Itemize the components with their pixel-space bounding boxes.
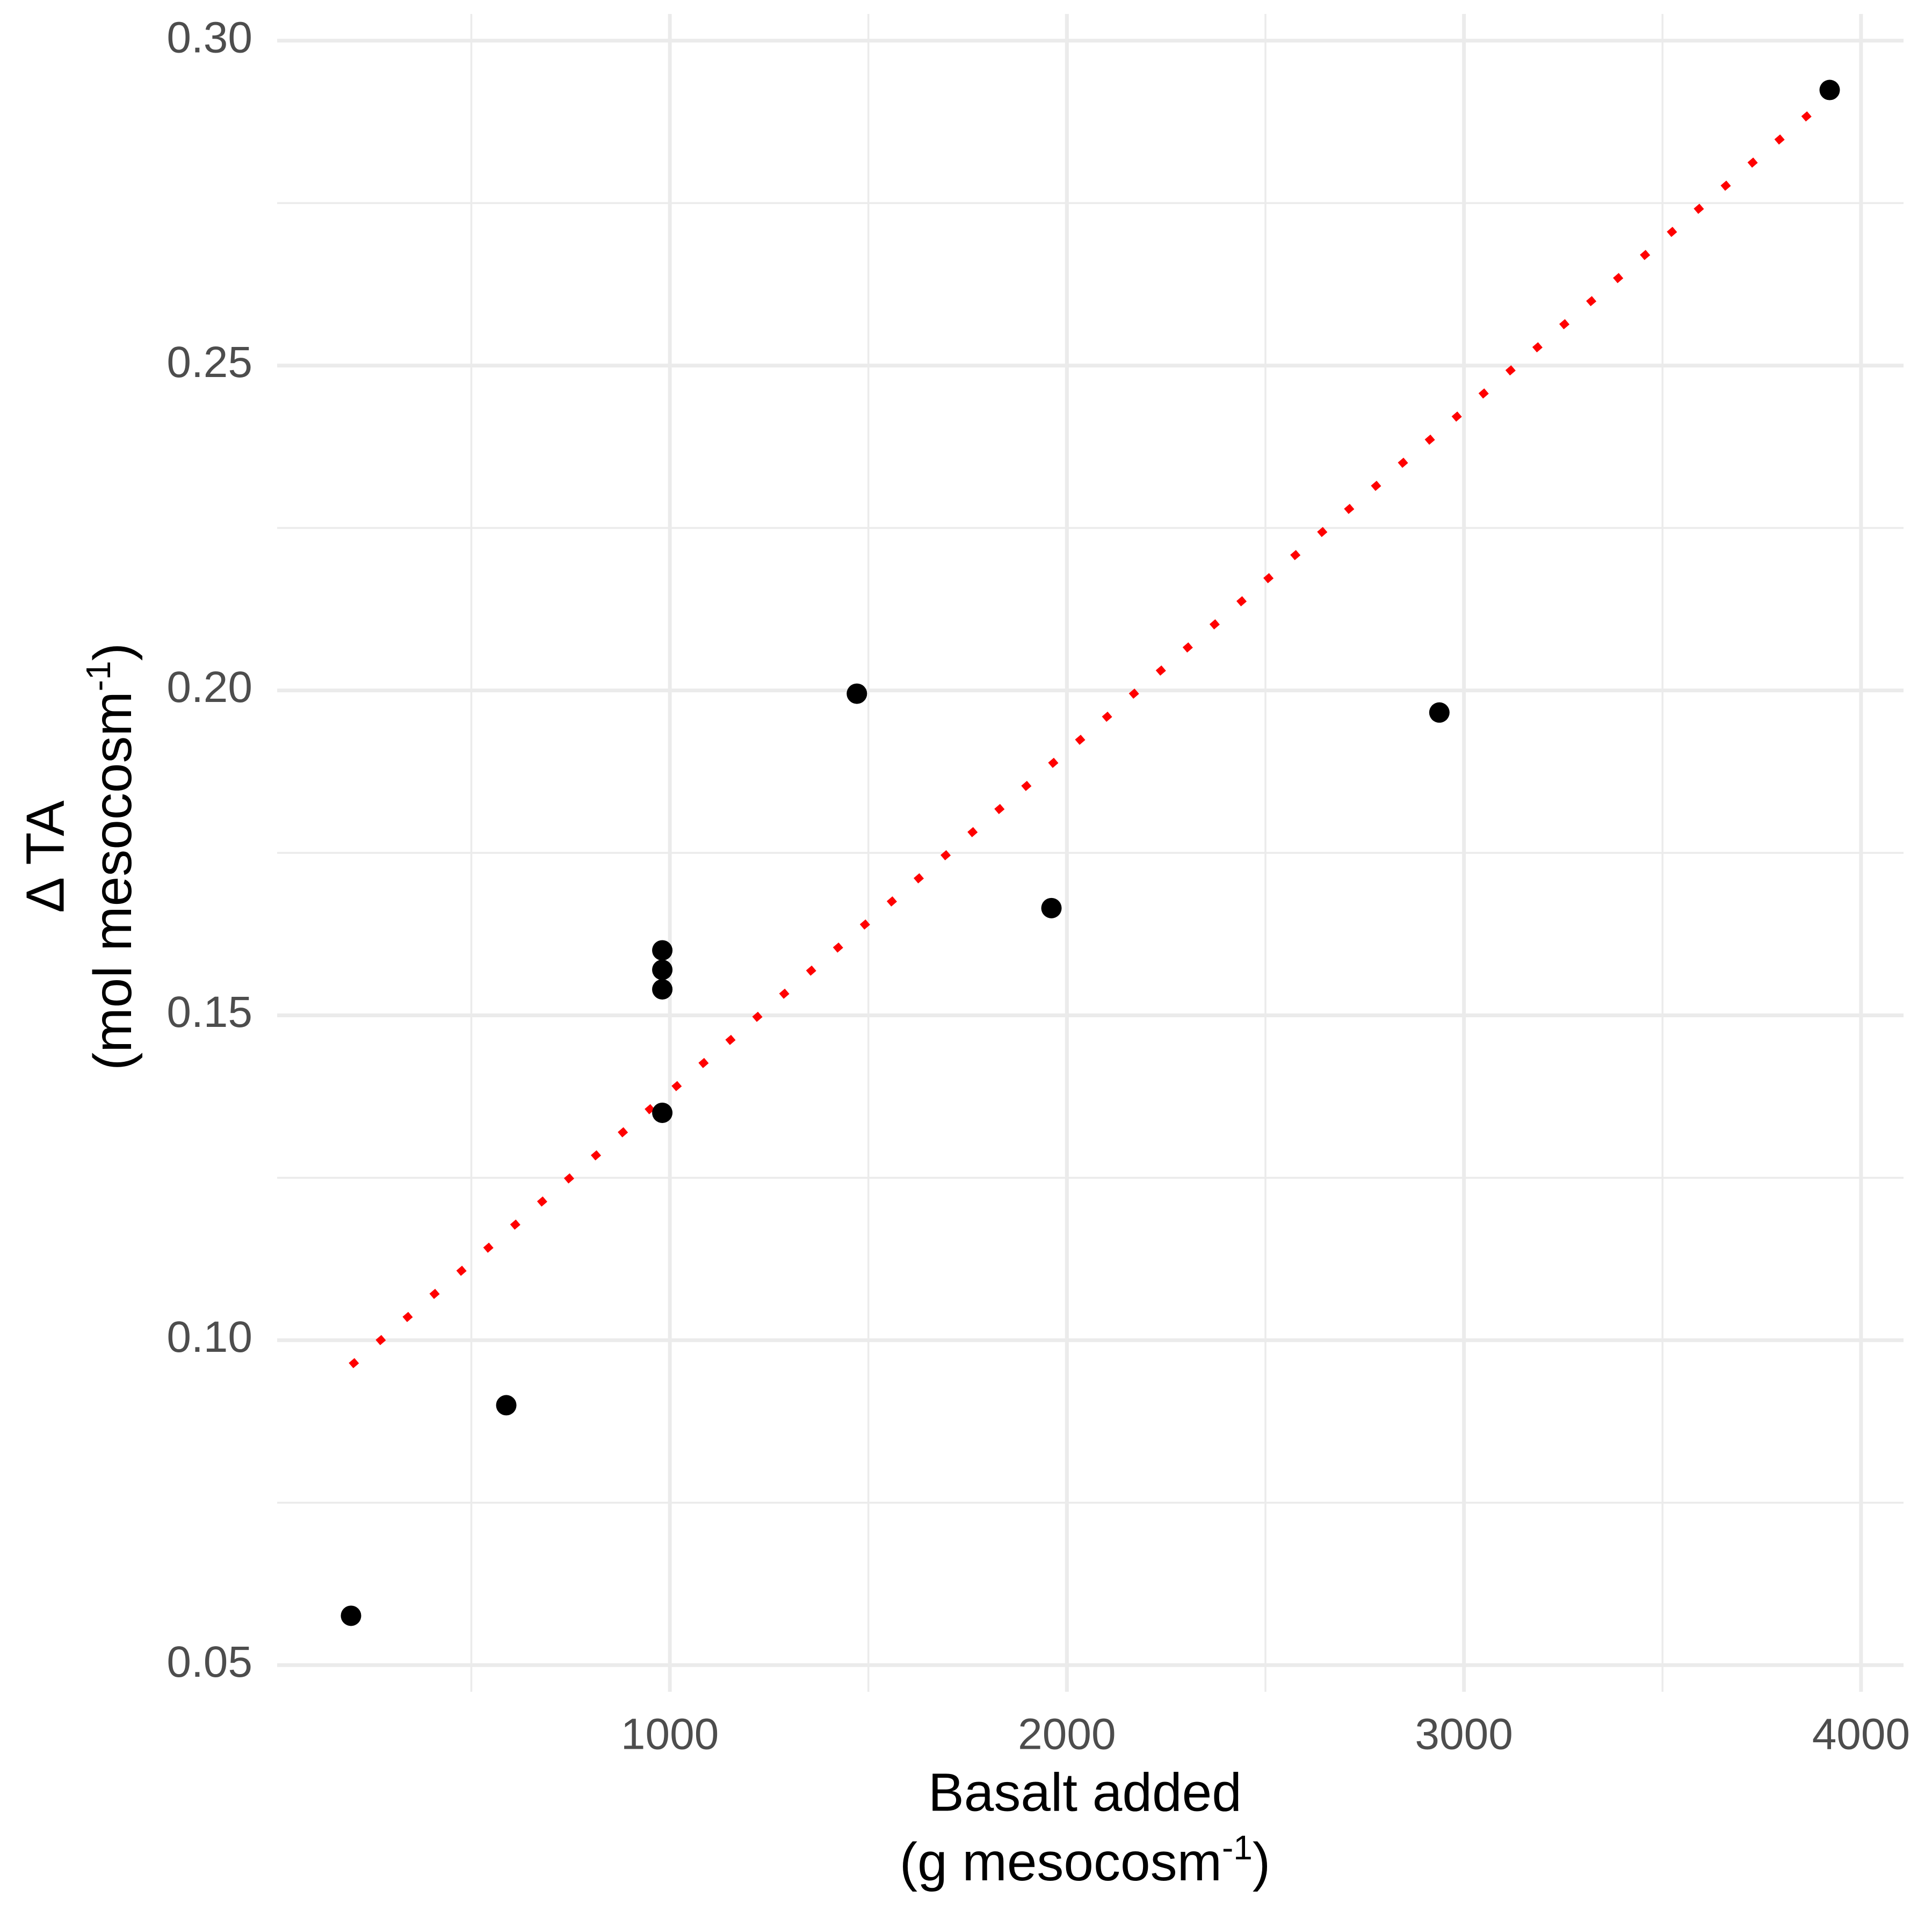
point [496,1395,517,1416]
point [1041,897,1062,918]
x-tick-label: 3000 [1415,1710,1513,1759]
point [1819,79,1840,100]
trend-line [349,93,1832,1368]
y-tick-label: 0.25 [167,338,252,387]
point [341,1605,361,1626]
y-tick-label: 0.20 [167,663,252,712]
point [652,940,673,961]
x-tick-label: 2000 [1018,1710,1116,1759]
point [652,1102,673,1123]
y-axis-superscript: -1 [79,661,118,691]
x-axis-subtitle-end: ) [1253,1832,1270,1892]
y-tick-label: 0.30 [167,13,252,62]
x-axis-superscript: -1 [1222,1828,1253,1867]
y-tick-label: 0.05 [167,1638,252,1686]
point [1429,702,1450,723]
point [846,683,867,704]
x-axis-title: Basalt added [928,1762,1242,1822]
y-tick-label: 0.10 [167,1313,252,1361]
x-axis-subtitle-text: (g mesocosm [900,1832,1222,1892]
y-tick-label: 0.15 [167,988,252,1037]
point [652,979,673,1000]
x-tick-label: 1000 [621,1710,719,1759]
y-axis-subtitle-text: (mol mesocosm [83,691,143,1070]
y-axis-subtitle: (mol mesocosm-1) [79,643,143,1070]
point [652,959,673,980]
x-tick-label: 4000 [1812,1710,1910,1759]
x-axis-subtitle: (g mesocosm-1) [900,1828,1270,1893]
y-axis-subtitle-end: ) [83,643,143,661]
y-axis-title: Δ TA [15,800,75,913]
